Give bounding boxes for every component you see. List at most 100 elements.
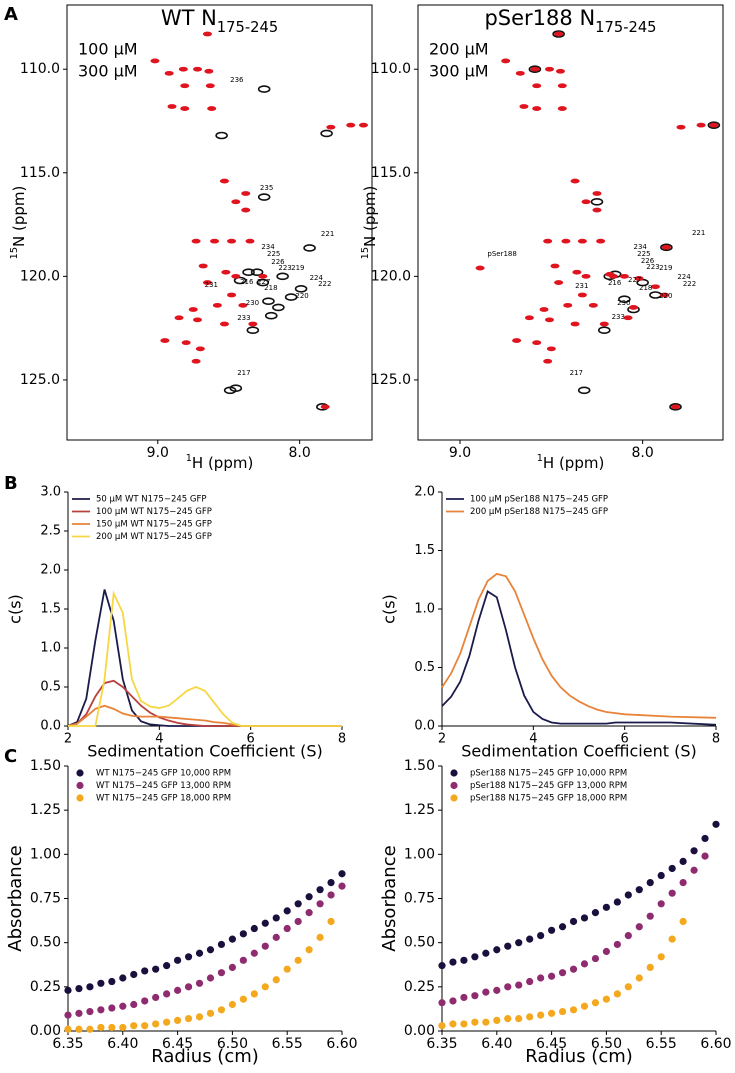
peak [241, 191, 251, 196]
peak-label: 223 [278, 264, 291, 272]
legend-label: 100 µM WT N175−245 GFP [96, 507, 212, 517]
peak [205, 83, 215, 89]
data-point [272, 914, 280, 922]
data-point [471, 1018, 479, 1026]
chart-title-part: 175-245 [595, 19, 656, 36]
y-tick-label: 125.0 [20, 372, 60, 388]
peak [303, 244, 316, 252]
peak [661, 244, 671, 250]
peak [605, 271, 615, 277]
data-point [482, 949, 490, 957]
peak [570, 321, 580, 327]
x-axis-label-part: 1 [186, 453, 192, 464]
data-point [174, 1016, 182, 1024]
y-tick-label: 0.25 [404, 979, 435, 995]
data-point [108, 1004, 116, 1012]
peak [231, 273, 241, 279]
data-point [515, 939, 523, 947]
peak [320, 129, 333, 138]
x-tick-label: 6.40 [481, 1036, 512, 1052]
x-tick-label: 6.55 [272, 1036, 303, 1052]
peak-label: 222 [683, 280, 696, 288]
peak [210, 238, 220, 244]
series-line [67, 704, 342, 727]
data-point [646, 963, 654, 972]
peak [554, 280, 564, 285]
legend-label: 300 µM [78, 62, 138, 81]
data-point [460, 956, 468, 964]
series-line [441, 572, 717, 719]
peak [193, 317, 203, 323]
peak [257, 193, 271, 201]
data-point [613, 990, 621, 998]
peak-label: 227 [257, 278, 270, 286]
data-point [272, 933, 280, 941]
data-point [261, 983, 269, 991]
data-point [283, 924, 291, 933]
peak-label: 217 [570, 369, 583, 377]
peak [669, 403, 682, 411]
peak [346, 122, 356, 128]
peak-label: 235 [260, 184, 273, 192]
peak-label: 225 [637, 250, 650, 258]
peak [570, 178, 580, 184]
peak [619, 273, 629, 279]
legend-swatch [450, 794, 458, 802]
peak-label: 217 [237, 369, 250, 377]
peak [276, 272, 289, 281]
legend-swatch [76, 769, 84, 777]
chart-title: WT N175-245 [161, 6, 278, 36]
peak [188, 307, 198, 312]
peak [572, 269, 582, 275]
data-point [580, 914, 589, 922]
data-point [701, 852, 709, 860]
peak [202, 280, 212, 285]
data-point [327, 917, 335, 926]
peak-label: 220 [295, 292, 308, 300]
data-point [591, 909, 600, 917]
data-point [327, 891, 335, 899]
y-axis-label: 15N (ppm) [9, 186, 28, 260]
peak-label: 236 [230, 76, 244, 84]
peak-label: 223 [646, 263, 659, 271]
peak [219, 321, 229, 327]
data-point [613, 898, 621, 906]
peak-label: pSer188 [487, 250, 516, 258]
peak [167, 104, 177, 109]
chart-title-part: WT N [161, 6, 217, 30]
data-point [75, 1009, 83, 1017]
peak [202, 31, 212, 37]
plot-frame [66, 4, 373, 441]
peak [552, 30, 565, 38]
data-point [272, 976, 280, 984]
x-tick-label: 9.0 [449, 445, 471, 461]
data-point [460, 993, 468, 1002]
data-point [261, 919, 269, 927]
data-point [602, 947, 611, 956]
data-point [690, 847, 698, 855]
peak [519, 104, 529, 109]
data-point [119, 1023, 127, 1032]
peak-label: 216 [608, 279, 622, 287]
data-point [580, 960, 589, 968]
plot-frame [417, 4, 724, 441]
y-tick-label: 0.00 [404, 1023, 435, 1039]
peak-label: 220 [659, 292, 672, 300]
peak [233, 276, 247, 285]
peak [212, 302, 222, 308]
legend-label: pSer188 N175−245 GFP 10,000 RPM [470, 769, 627, 779]
peak-label: 233 [237, 314, 250, 322]
peak [599, 321, 609, 327]
y-tick-label: 1.00 [404, 846, 435, 862]
peak [676, 124, 686, 130]
peak-label: 218 [264, 284, 277, 292]
chart-title: pSer188 N175-245 [484, 6, 656, 36]
peak [475, 265, 485, 271]
peak [515, 70, 525, 76]
y-tick-label: 1.5 [414, 543, 435, 558]
data-point [97, 1023, 105, 1032]
data-point [679, 857, 687, 866]
data-point [449, 1020, 457, 1028]
data-point [152, 1020, 160, 1028]
y-tick-label: 0.75 [404, 891, 435, 907]
